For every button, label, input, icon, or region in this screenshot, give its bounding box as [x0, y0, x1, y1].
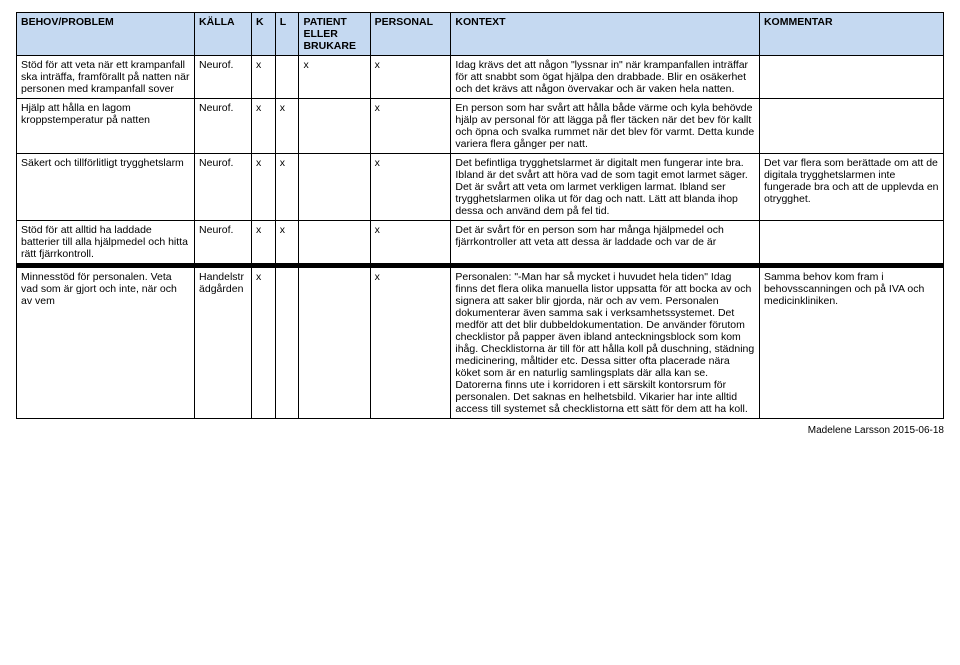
cell-k: x [252, 154, 276, 221]
cell-kommentar [759, 99, 943, 154]
cell-kalla: Neurof. [195, 56, 252, 99]
header-kalla: KÄLLA [195, 13, 252, 56]
cell-l: x [275, 99, 299, 154]
cell-personal: x [370, 268, 451, 419]
table-row: Säkert och tillförlitligt trygghetslarm … [17, 154, 944, 221]
table-row: Minnesstöd för personalen. Veta vad som … [17, 268, 944, 419]
cell-personal: x [370, 56, 451, 99]
table-row: Stöd för att alltid ha laddade batterier… [17, 221, 944, 264]
cell-patient [299, 99, 370, 154]
table-row: Stöd för att veta när ett krampanfall sk… [17, 56, 944, 99]
cell-kalla: Neurof. [195, 221, 252, 264]
header-personal: PERSONAL [370, 13, 451, 56]
cell-k: x [252, 268, 276, 419]
cell-kommentar [759, 56, 943, 99]
cell-k: x [252, 56, 276, 99]
cell-behov: Hjälp att hålla en lagom kroppstemperatu… [17, 99, 195, 154]
header-behov: BEHOV/PROBLEM [17, 13, 195, 56]
cell-kontext: En person som har svårt att hålla både v… [451, 99, 760, 154]
cell-behov: Säkert och tillförlitligt trygghetslarm [17, 154, 195, 221]
header-l: L [275, 13, 299, 56]
cell-l: x [275, 221, 299, 264]
cell-patient: x [299, 56, 370, 99]
cell-behov: Stöd för att veta när ett krampanfall sk… [17, 56, 195, 99]
cell-patient [299, 221, 370, 264]
cell-l [275, 56, 299, 99]
cell-kommentar [759, 221, 943, 264]
table-row: Hjälp att hålla en lagom kroppstemperatu… [17, 99, 944, 154]
page-footer: Madelene Larsson 2015-06-18 [16, 425, 944, 436]
cell-kalla: Neurof. [195, 99, 252, 154]
cell-behov: Stöd för att alltid ha laddade batterier… [17, 221, 195, 264]
cell-personal: x [370, 221, 451, 264]
cell-k: x [252, 99, 276, 154]
cell-kontext: Det befintliga trygghetslarmet är digita… [451, 154, 760, 221]
header-patient: PATIENT ELLER BRUKARE [299, 13, 370, 56]
cell-l [275, 268, 299, 419]
cell-k: x [252, 221, 276, 264]
header-row: BEHOV/PROBLEM KÄLLA K L PATIENT ELLER BR… [17, 13, 944, 56]
cell-kontext: Idag krävs det att någon "lyssnar in" nä… [451, 56, 760, 99]
cell-patient [299, 268, 370, 419]
cell-behov: Minnesstöd för personalen. Veta vad som … [17, 268, 195, 419]
cell-kontext: Personalen: "-Man har så mycket i huvude… [451, 268, 760, 419]
cell-patient [299, 154, 370, 221]
cell-kommentar: Samma behov kom fram i behovsscanningen … [759, 268, 943, 419]
header-k: K [252, 13, 276, 56]
cell-personal: x [370, 154, 451, 221]
cell-kalla: Neurof. [195, 154, 252, 221]
header-kommentar: KOMMENTAR [759, 13, 943, 56]
main-table: BEHOV/PROBLEM KÄLLA K L PATIENT ELLER BR… [16, 12, 944, 419]
cell-kalla: Handelsträdgården [195, 268, 252, 419]
cell-kommentar: Det var flera som berättade om att de di… [759, 154, 943, 221]
cell-kontext: Det är svårt för en person som har många… [451, 221, 760, 264]
cell-l: x [275, 154, 299, 221]
cell-personal: x [370, 99, 451, 154]
header-kontext: KONTEXT [451, 13, 760, 56]
